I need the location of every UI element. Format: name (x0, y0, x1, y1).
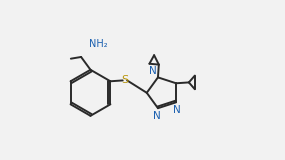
Text: N: N (153, 111, 161, 121)
Text: S: S (121, 75, 129, 85)
Text: N: N (173, 105, 181, 115)
Text: NH₂: NH₂ (89, 39, 107, 49)
Text: N: N (149, 66, 156, 76)
